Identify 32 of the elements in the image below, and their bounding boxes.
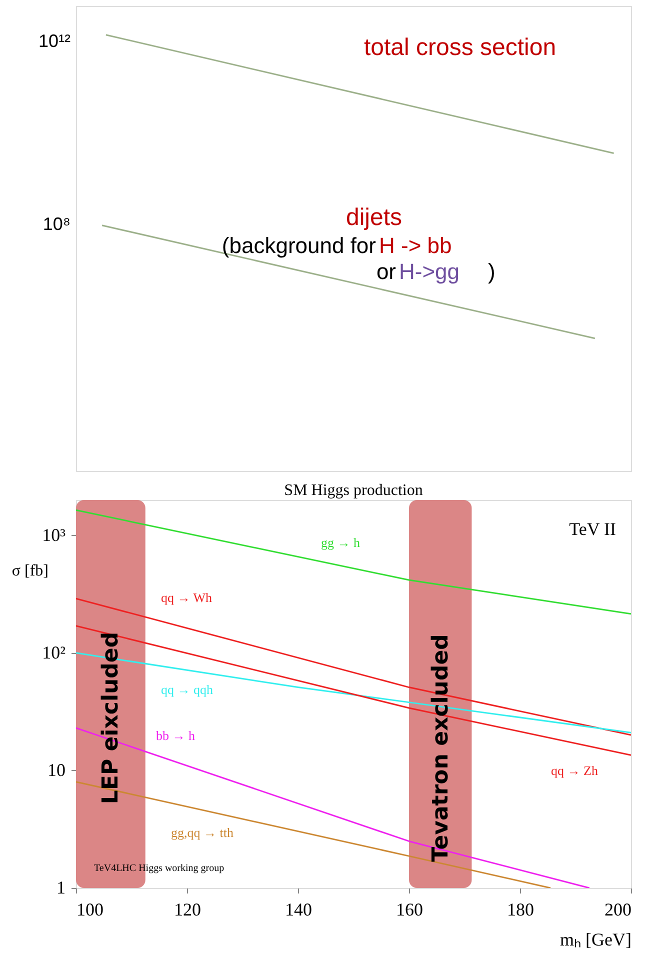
x-tick-label: 140 xyxy=(285,900,312,920)
y-tick-label: 1 xyxy=(56,878,66,898)
y-tick-label: 10³ xyxy=(42,524,66,545)
series-label: gg,qq → tth xyxy=(171,825,234,840)
annotation: TeV4LHC Higgs working group xyxy=(94,863,224,874)
y-tick-label: 10¹² xyxy=(38,31,70,52)
chart-title: SM Higgs production xyxy=(284,482,423,499)
annotation: TeV II xyxy=(569,519,616,539)
x-axis-title: mₕ [GeV] xyxy=(560,930,632,950)
band-label: LEP eixcluded xyxy=(98,632,124,804)
x-tick-label: 180 xyxy=(507,900,534,920)
series-label: bb → h xyxy=(156,728,196,743)
y-tick-label: 10 xyxy=(48,760,66,780)
series-label: qq → Wh xyxy=(161,590,213,605)
y-tick-label: 10⁸ xyxy=(42,214,70,234)
annotation: H->gg xyxy=(399,259,460,284)
y-axis-title: σ [fb] xyxy=(12,562,48,580)
x-tick-label: 160 xyxy=(396,900,423,920)
annotation: or xyxy=(376,259,396,284)
series-label: total cross section xyxy=(364,34,556,61)
annotation: (background for xyxy=(222,233,376,258)
x-tick-label: 120 xyxy=(174,900,201,920)
series-label: qq → qqh xyxy=(161,682,214,697)
annotation: H -> bb xyxy=(379,233,452,258)
band-label: Tevatron excluded xyxy=(428,634,454,862)
x-tick-label: 200 xyxy=(604,900,632,920)
series-label: qq → Zh xyxy=(551,763,598,778)
x-tick-label: 100 xyxy=(76,900,104,920)
text: dijets xyxy=(346,204,402,231)
annotation: ) xyxy=(488,259,496,284)
series-label: gg → h xyxy=(321,535,360,550)
y-tick-label: 10² xyxy=(42,642,66,662)
